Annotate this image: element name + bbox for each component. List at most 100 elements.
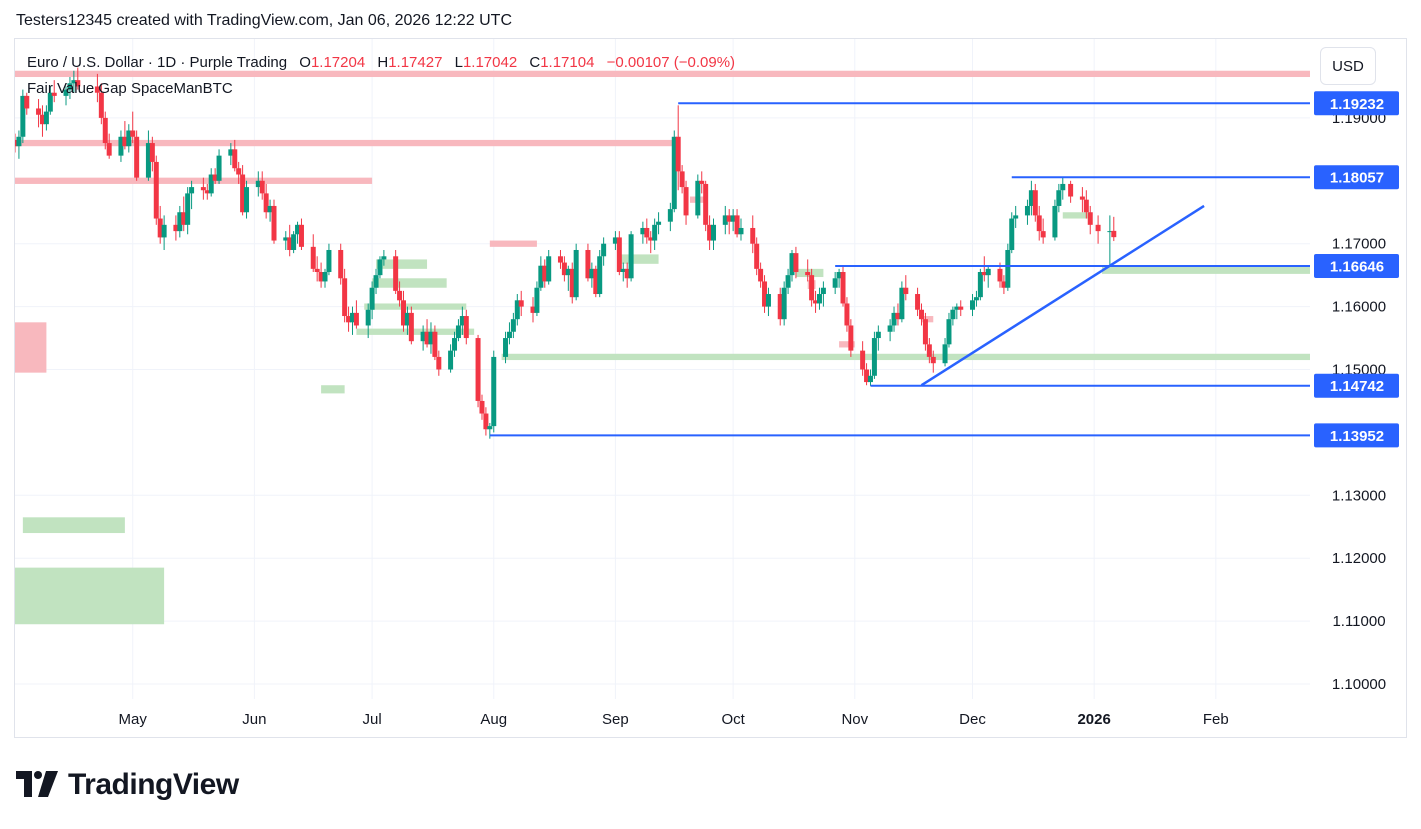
candle	[726, 209, 732, 235]
candle-body	[557, 256, 563, 263]
candle-body	[287, 237, 293, 250]
candle-body	[322, 272, 328, 282]
candle	[518, 290, 524, 317]
price-label: 1.19232	[1314, 91, 1399, 116]
candle-body	[926, 344, 932, 357]
candle	[781, 281, 787, 326]
change-value: −0.00107 (−0.09%)	[606, 54, 736, 71]
candle	[1040, 218, 1046, 244]
candle-body	[922, 319, 928, 345]
candle	[926, 338, 932, 364]
candle	[1095, 215, 1101, 244]
candle-body	[601, 243, 607, 257]
candle	[765, 287, 771, 317]
candle-body	[612, 237, 618, 244]
candle	[915, 287, 921, 317]
price-label-text: 1.13952	[1330, 428, 1384, 445]
candle-body	[122, 136, 128, 147]
candle	[644, 218, 650, 244]
candle-body	[919, 309, 924, 320]
candle-body	[459, 316, 465, 326]
candle-body	[816, 294, 822, 304]
candle-body	[652, 224, 658, 241]
candle	[703, 180, 709, 232]
x-axis-ticks: May Jun Jul Aug Sep Oct Nov Dec 2026 Feb	[119, 711, 1229, 728]
candle-body	[683, 187, 689, 216]
candle	[667, 202, 673, 232]
candle	[1028, 180, 1034, 216]
candle-body	[428, 331, 434, 345]
candle	[734, 209, 740, 238]
y-tick-label: 1.16000	[1332, 299, 1386, 316]
candle	[20, 89, 26, 144]
candle	[483, 407, 489, 436]
candle-body	[785, 275, 791, 288]
candle	[267, 199, 273, 222]
candle-body	[63, 89, 69, 96]
candle-body	[479, 400, 485, 414]
price-label-box	[1314, 423, 1399, 448]
candle-body	[871, 338, 877, 376]
candle-body	[401, 300, 406, 326]
y-axis-ticks: 1.100001.110001.120001.130001.150001.160…	[1332, 110, 1386, 693]
candle	[342, 268, 348, 323]
candle-body	[930, 356, 936, 364]
candle	[789, 249, 795, 282]
candle	[895, 303, 901, 326]
candle	[271, 199, 277, 244]
created-with-line: Testers12345 created with TradingView.co…	[16, 12, 512, 29]
candle	[970, 294, 976, 317]
candle	[903, 275, 909, 301]
candle	[448, 344, 454, 373]
candle-body	[671, 136, 677, 210]
candle	[1068, 180, 1074, 203]
candle	[63, 86, 69, 106]
candle	[1060, 177, 1066, 200]
candle	[514, 294, 520, 326]
ohlc-legend: Euro / U.S. Dollar · 1D · Purple Trading…	[14, 54, 735, 72]
candle-body	[565, 268, 571, 276]
candle	[173, 215, 179, 241]
candle	[452, 331, 458, 357]
candle	[177, 205, 183, 238]
candle-body	[789, 253, 795, 276]
bull-fvg-zone	[501, 353, 1310, 361]
candle-body	[585, 249, 591, 279]
candle-body	[699, 180, 705, 184]
candle	[102, 111, 108, 150]
price-label-box	[1314, 91, 1399, 116]
tradingview-logo[interactable]: TradingView	[16, 767, 239, 803]
candle	[981, 256, 987, 282]
candle-body	[765, 294, 771, 307]
candle	[620, 262, 626, 282]
price-labels: 1.19232 1.18057 1.16646 1.14742 1.13952	[1314, 91, 1399, 448]
candle-body	[954, 306, 960, 310]
candle-body	[538, 265, 544, 288]
candle-body	[118, 136, 124, 156]
price-label: 1.14742	[1314, 373, 1399, 398]
open-value: 1.17204	[310, 54, 366, 71]
candle	[813, 290, 819, 313]
currency-button[interactable]: USD	[1320, 47, 1376, 85]
candle-body	[813, 300, 819, 304]
candle-body	[295, 224, 301, 235]
candle	[216, 149, 222, 184]
candle	[616, 231, 622, 276]
candle-body	[762, 281, 768, 307]
candle-body	[67, 83, 73, 90]
candle	[887, 319, 893, 342]
candle	[506, 322, 512, 345]
candle	[228, 143, 234, 166]
candle	[161, 215, 167, 250]
candle-body	[487, 426, 493, 430]
candle-body	[644, 227, 650, 238]
candle	[597, 249, 603, 298]
candle-body	[47, 92, 53, 112]
indicator-name[interactable]: Fair Value Gap SpaceManBTC	[27, 80, 233, 97]
candle	[1087, 205, 1093, 235]
price-label-box	[1314, 253, 1399, 278]
candle-body	[640, 227, 646, 235]
candle-body	[530, 306, 536, 313]
candle	[809, 268, 815, 307]
